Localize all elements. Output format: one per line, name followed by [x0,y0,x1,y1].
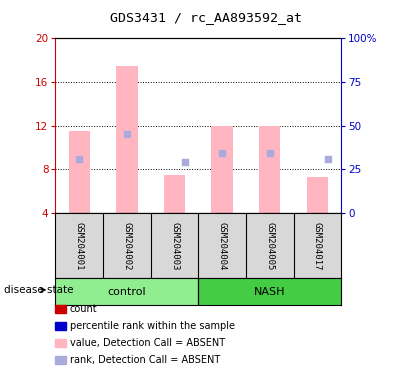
Point [76,156,83,162]
Text: control: control [108,287,146,297]
Text: disease state: disease state [4,285,74,295]
Bar [198,278,341,305]
Bar [307,177,328,213]
Text: GDS3431 / rc_AA893592_at: GDS3431 / rc_AA893592_at [109,11,302,24]
Bar [116,66,138,213]
Point [266,150,273,156]
Text: GSM204005: GSM204005 [265,222,274,270]
Point [325,156,331,162]
Bar [69,131,90,213]
Bar [259,126,280,213]
Text: GSM204017: GSM204017 [313,222,322,270]
Point [182,159,188,165]
Text: count: count [70,304,97,314]
Point [219,150,225,156]
Text: value, Detection Call = ABSENT: value, Detection Call = ABSENT [70,338,225,348]
Text: GSM204001: GSM204001 [75,222,84,270]
Text: GSM204003: GSM204003 [170,222,179,270]
Bar [55,278,198,305]
Bar [211,126,233,213]
Text: NASH: NASH [254,287,286,297]
Text: GSM204002: GSM204002 [122,222,132,270]
Bar [164,175,185,213]
Point [124,131,130,137]
Text: percentile rank within the sample: percentile rank within the sample [70,321,235,331]
Text: GSM204004: GSM204004 [217,222,226,270]
Text: rank, Detection Call = ABSENT: rank, Detection Call = ABSENT [70,355,220,365]
